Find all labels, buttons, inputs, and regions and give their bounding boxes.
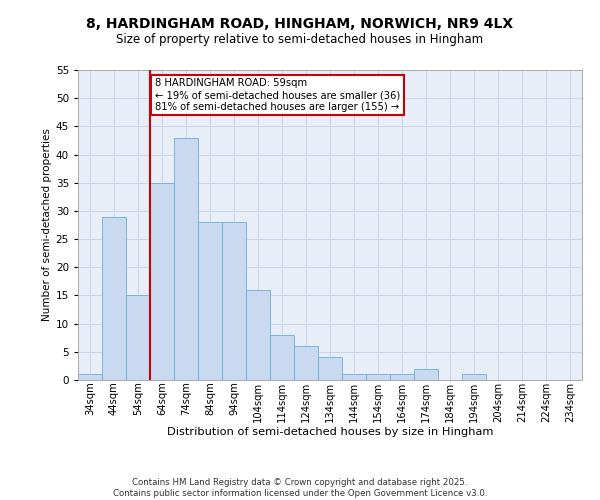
Bar: [78, 374, 102, 380]
Bar: [150, 182, 174, 380]
Text: Size of property relative to semi-detached houses in Hingham: Size of property relative to semi-detach…: [116, 32, 484, 46]
Y-axis label: Number of semi-detached properties: Number of semi-detached properties: [41, 128, 52, 322]
Bar: [414, 368, 438, 380]
Bar: [366, 374, 390, 380]
Bar: [198, 222, 222, 380]
Text: Contains HM Land Registry data © Crown copyright and database right 2025.
Contai: Contains HM Land Registry data © Crown c…: [113, 478, 487, 498]
Bar: [102, 216, 126, 380]
Bar: [222, 222, 246, 380]
Bar: [342, 374, 366, 380]
Text: 8, HARDINGHAM ROAD, HINGHAM, NORWICH, NR9 4LX: 8, HARDINGHAM ROAD, HINGHAM, NORWICH, NR…: [86, 18, 514, 32]
Bar: [318, 358, 342, 380]
Bar: [390, 374, 414, 380]
Bar: [270, 335, 294, 380]
Bar: [246, 290, 270, 380]
Bar: [174, 138, 198, 380]
Text: 8 HARDINGHAM ROAD: 59sqm
← 19% of semi-detached houses are smaller (36)
81% of s: 8 HARDINGHAM ROAD: 59sqm ← 19% of semi-d…: [155, 78, 400, 112]
Bar: [294, 346, 318, 380]
Bar: [462, 374, 486, 380]
X-axis label: Distribution of semi-detached houses by size in Hingham: Distribution of semi-detached houses by …: [167, 427, 493, 437]
Bar: [126, 296, 150, 380]
